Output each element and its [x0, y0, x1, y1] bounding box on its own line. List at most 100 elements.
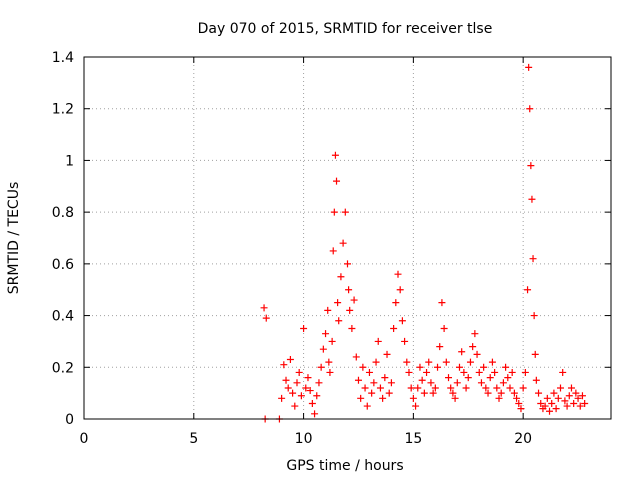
- x-tick-labels: 0 5 10 15 20: [80, 431, 533, 447]
- data-point: [346, 306, 354, 314]
- data-point: [438, 299, 446, 307]
- data-point: [331, 151, 339, 159]
- data-point: [458, 348, 466, 356]
- x-tick-label: 10: [295, 431, 313, 447]
- data-point: [354, 376, 362, 384]
- data-point: [278, 394, 286, 402]
- data-point: [328, 337, 336, 345]
- data-point: [513, 394, 521, 402]
- data-point: [543, 394, 551, 402]
- y-tick-label: 0.6: [52, 257, 74, 273]
- data-point: [508, 368, 516, 376]
- data-point: [407, 384, 415, 392]
- data-point: [385, 389, 393, 397]
- data-point: [526, 105, 534, 113]
- data-point: [357, 394, 365, 402]
- data-point: [563, 402, 571, 410]
- data-point: [306, 387, 314, 395]
- data-point: [379, 394, 387, 402]
- data-point: [289, 389, 297, 397]
- y-tick-label: 0: [65, 412, 74, 428]
- data-point: [329, 247, 337, 255]
- data-point: [416, 363, 424, 371]
- data-point: [449, 389, 457, 397]
- data-point: [434, 363, 442, 371]
- y-tick-labels: 0 0.2 0.4 0.6 0.8 1 1.2 1.4: [52, 50, 74, 428]
- data-point: [376, 384, 384, 392]
- data-point: [344, 260, 351, 268]
- data-point: [304, 374, 312, 382]
- data-point: [293, 379, 301, 387]
- data-point: [365, 368, 373, 376]
- data-point: [297, 392, 305, 400]
- data-point: [565, 392, 573, 400]
- data-point: [302, 384, 310, 392]
- data-point: [473, 350, 481, 358]
- data-point: [431, 384, 439, 392]
- data-point: [286, 356, 294, 364]
- data-point: [348, 325, 356, 332]
- data-point: [387, 379, 395, 387]
- data-point: [401, 337, 409, 345]
- data-point: [495, 394, 503, 402]
- data-point: [334, 299, 342, 307]
- axis-ticks: [83, 56, 611, 420]
- data-point: [420, 389, 428, 397]
- data-point: [280, 361, 288, 369]
- data-point: [510, 389, 518, 397]
- data-point: [322, 330, 330, 338]
- data-point: [493, 384, 501, 392]
- grid-lines: [84, 57, 611, 419]
- data-point: [335, 317, 343, 325]
- data-point: [499, 379, 507, 387]
- y-axis-label: SRMTID / TECUs: [6, 182, 22, 295]
- data-point: [529, 255, 537, 263]
- data-point: [383, 350, 391, 358]
- data-point: [374, 337, 382, 345]
- data-point: [491, 368, 499, 376]
- data-point: [339, 239, 347, 247]
- data-point: [530, 312, 538, 320]
- plot-frame: [83, 56, 612, 420]
- data-point: [361, 384, 369, 392]
- data-point: [574, 394, 582, 402]
- data-point: [368, 389, 376, 397]
- data-point: [345, 286, 353, 294]
- x-tick-label: 20: [514, 431, 532, 447]
- data-point: [537, 399, 545, 407]
- data-point: [418, 376, 426, 384]
- data-point: [300, 325, 308, 332]
- y-tick-label: 1: [65, 153, 74, 169]
- data-point: [502, 363, 510, 371]
- y-tick-label: 1.4: [52, 50, 74, 66]
- data-point: [471, 330, 479, 338]
- data-point: [453, 379, 461, 387]
- data-point: [554, 394, 562, 402]
- data-point: [392, 299, 400, 307]
- data-point: [552, 405, 560, 413]
- data-point: [469, 343, 477, 351]
- data-point: [319, 345, 327, 353]
- data-point: [477, 379, 485, 387]
- y-tick-label: 0.8: [52, 205, 74, 221]
- data-point: [442, 358, 450, 366]
- data-point: [396, 286, 404, 294]
- data-point: [521, 368, 529, 376]
- data-point: [370, 379, 378, 387]
- data-point: [578, 392, 586, 400]
- data-point: [333, 177, 341, 185]
- data-point: [559, 368, 567, 376]
- data-point: [455, 363, 463, 371]
- data-point: [475, 368, 483, 376]
- data-point: [480, 363, 488, 371]
- data-points: [260, 63, 589, 423]
- data-point: [352, 353, 360, 361]
- data-point: [561, 397, 569, 405]
- data-point: [445, 374, 453, 382]
- data-point: [572, 389, 580, 397]
- data-point: [330, 208, 338, 216]
- data-point: [260, 304, 268, 312]
- data-point: [576, 402, 584, 410]
- data-point: [525, 63, 533, 71]
- data-point: [295, 368, 303, 376]
